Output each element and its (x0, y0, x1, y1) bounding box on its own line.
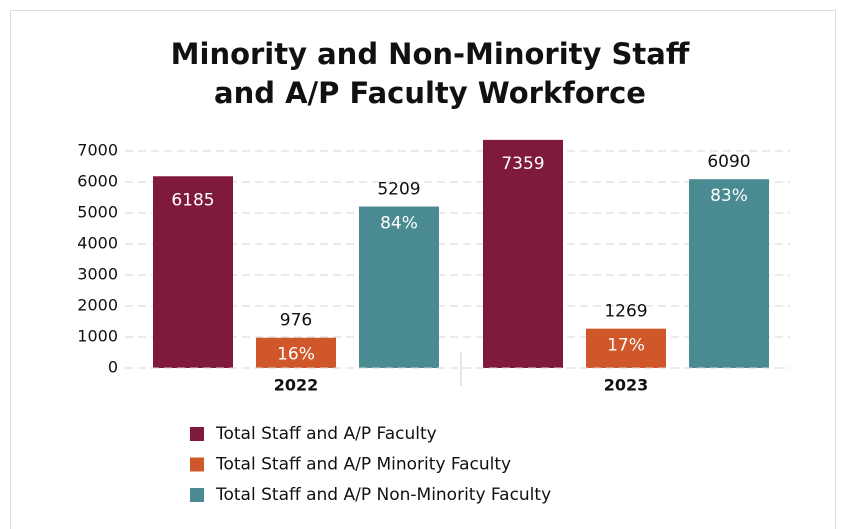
bar (483, 139, 563, 368)
chart-title: Minority and Non-Minority Staff (171, 37, 690, 71)
value-label: 6090 (707, 152, 750, 172)
legend-label: Total Staff and A/P Minority Faculty (215, 455, 511, 475)
value-label: 976 (280, 311, 312, 331)
legend-swatch (190, 488, 204, 502)
legend-swatch (190, 457, 204, 472)
bar (689, 179, 769, 368)
y-tick-label: 1000 (77, 327, 118, 346)
y-tick-label: 6000 (77, 172, 118, 191)
percent-label: 83% (710, 186, 748, 206)
percent-label: 84% (380, 214, 418, 234)
percent-label: 17% (607, 336, 645, 356)
legend-swatch (190, 427, 204, 441)
bar (359, 206, 439, 368)
value-label: 1269 (604, 302, 647, 322)
bar (586, 328, 666, 368)
y-tick-label: 3000 (77, 265, 118, 284)
value-label: 7359 (501, 154, 544, 174)
x-tick-label: 2022 (274, 376, 319, 395)
bar (256, 337, 336, 368)
legend-label: Total Staff and A/P Faculty (215, 424, 437, 444)
x-tick-label: 2023 (604, 376, 649, 395)
legend-label: Total Staff and A/P Non-Minority Faculty (215, 485, 551, 505)
chart-title: and A/P Faculty Workforce (214, 76, 646, 110)
percent-label: 16% (277, 345, 315, 365)
y-tick-label: 0 (108, 358, 118, 377)
chart-frame (10, 10, 836, 529)
value-label: 6185 (171, 190, 214, 210)
y-tick-label: 7000 (77, 141, 118, 160)
y-tick-label: 5000 (77, 203, 118, 222)
y-tick-label: 4000 (77, 234, 118, 253)
y-tick-label: 2000 (77, 296, 118, 315)
bar (153, 176, 233, 368)
value-label: 5209 (377, 180, 420, 200)
